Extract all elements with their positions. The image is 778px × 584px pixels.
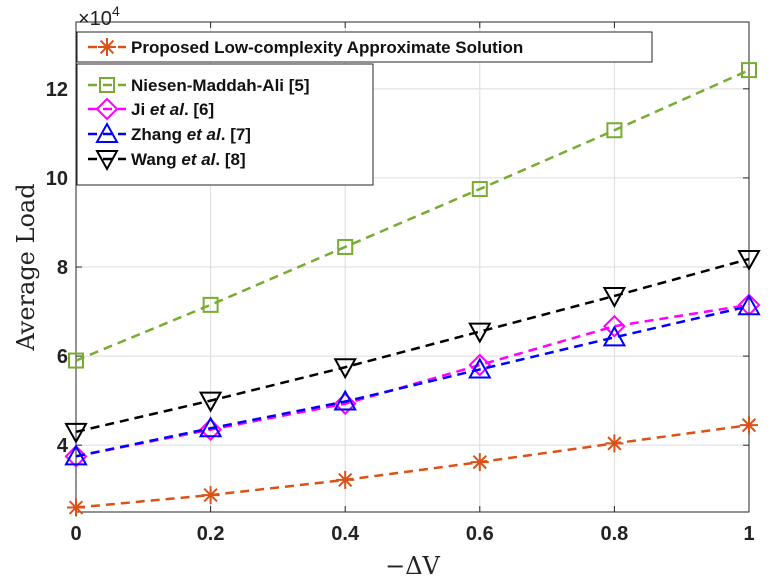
data-point-s4-4 (602, 286, 627, 309)
legend-label-4: Wang et al. [8] (131, 150, 246, 169)
data-point-s0-2 (336, 470, 355, 489)
data-point-s4-1 (198, 391, 223, 413)
y-axis-label: Average Load (12, 183, 40, 351)
legend-marker-1 (99, 77, 115, 93)
data-point-s2-1 (199, 418, 223, 442)
data-point-s0-0 (67, 498, 85, 517)
legend-label-1: Niesen-Maddah-Ali [5] (131, 76, 310, 95)
data-point-s2-4 (602, 314, 626, 338)
y-tick-label: 12 (46, 79, 68, 101)
data-point-s1-3 (471, 181, 488, 198)
data-point-s3-0 (64, 444, 88, 466)
data-point-s3-3 (468, 357, 492, 379)
data-point-s3-4 (602, 325, 627, 347)
data-point-s3-2 (333, 389, 357, 411)
x-axis-label: −ΔV (385, 552, 440, 580)
legend-marker-3 (95, 121, 119, 143)
legend-box-0 (76, 31, 653, 63)
series-line-2 (75, 303, 750, 458)
y-tick-label: 4 (57, 435, 69, 457)
data-point-s3-5 (737, 294, 761, 316)
series-line-0 (75, 423, 750, 509)
y-tick-label: 8 (57, 257, 68, 279)
data-point-s4-2 (333, 358, 357, 380)
series-line-1 (75, 68, 750, 362)
data-point-s2-0 (64, 444, 88, 468)
y-multiplier-exponent: 4 (112, 3, 120, 19)
data-point-s1-5 (741, 62, 757, 79)
data-point-s0-4 (605, 434, 624, 453)
legend-marker-2 (95, 97, 119, 121)
data-point-s2-3 (468, 353, 492, 377)
data-point-s1-2 (337, 238, 354, 255)
legend-marker-4 (95, 150, 119, 172)
legend-marker-0 (98, 38, 116, 56)
data-point-s2-2 (333, 392, 357, 416)
data-point-s0-1 (201, 486, 220, 505)
data-point-s0-3 (470, 453, 489, 472)
x-tick-label: 0.6 (466, 523, 494, 545)
y-tick-label: 6 (57, 346, 68, 368)
data-point-s1-1 (202, 296, 219, 313)
legend-label-3: Zhang et al. [7] (131, 125, 251, 144)
data-point-s3-1 (198, 416, 223, 438)
series-line-3 (75, 304, 750, 458)
data-point-s1-4 (606, 122, 623, 139)
x-tick-label: 0.8 (600, 523, 628, 545)
x-tick-label: 1 (743, 523, 754, 545)
y-tick-label: 10 (46, 168, 68, 190)
data-point-s4-5 (737, 249, 761, 272)
legend-label-0: Proposed Low-complexity Approximate Solu… (131, 38, 523, 57)
series-line-4 (75, 257, 750, 434)
legend-box-1 (76, 63, 374, 186)
x-tick-label: 0 (70, 523, 81, 545)
x-tick-label: 0.2 (197, 523, 225, 545)
legend-label-2: Ji et al. [6] (131, 100, 214, 119)
data-point-s4-0 (64, 422, 88, 444)
data-point-s1-0 (68, 352, 84, 369)
data-point-s4-3 (468, 322, 492, 344)
x-tick-label: 0.4 (331, 523, 360, 545)
data-point-s0-5 (740, 416, 758, 435)
